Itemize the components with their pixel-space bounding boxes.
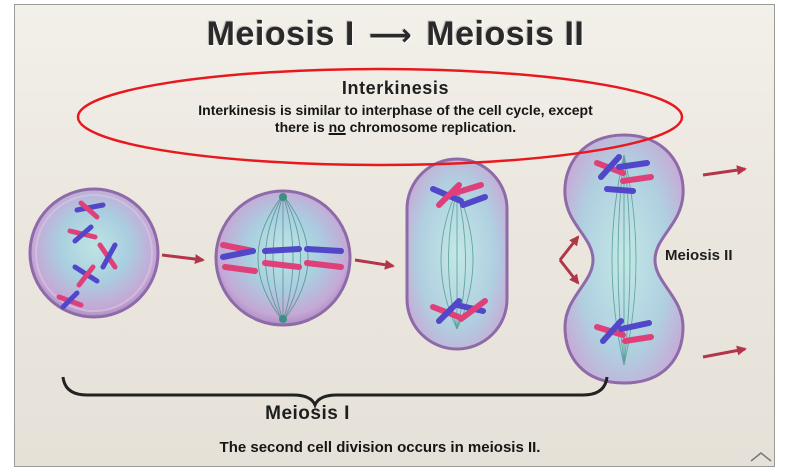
title-left: Meiosis I xyxy=(206,15,355,53)
meiosis-i-brace xyxy=(61,376,609,410)
interkinesis-line-2: there is no chromosome replication. xyxy=(15,119,774,136)
cell-1 xyxy=(28,187,160,319)
arrow-2 xyxy=(354,258,395,270)
arrow-out-top xyxy=(702,165,747,177)
line2-after: chromosome replication. xyxy=(349,119,517,135)
highlight-ellipse xyxy=(76,67,684,167)
interkinesis-line-1: Interkinesis is similar to interphase of… xyxy=(198,102,593,118)
meiosis-i-label: Meiosis I xyxy=(265,403,350,424)
cell-4 xyxy=(563,133,685,385)
interkinesis-description: Interkinesis is similar to interphase of… xyxy=(15,102,774,136)
title-right: Meiosis II xyxy=(426,15,585,53)
meiosis-diagram xyxy=(28,67,772,462)
slide: Meiosis I ⟶ Meiosis II Interkinesis Interk… xyxy=(14,4,775,467)
line2-before: there is xyxy=(274,119,325,135)
meiosis-ii-label: Meiosis II xyxy=(665,247,733,264)
corner-nav-icon xyxy=(750,452,772,462)
arrow-1 xyxy=(161,253,205,264)
arrow-out-bottom xyxy=(702,345,747,359)
branch-arrows xyxy=(558,235,580,285)
line2-emphasis: no xyxy=(328,119,346,135)
interkinesis-heading: Interkinesis xyxy=(341,78,450,98)
title-arrow-icon: ⟶ xyxy=(368,19,413,52)
cell-3 xyxy=(405,157,509,351)
cell-2 xyxy=(214,189,352,327)
page-title: Meiosis I ⟶ Meiosis II xyxy=(15,15,774,54)
caption: The second cell division occurs in meios… xyxy=(219,439,541,456)
